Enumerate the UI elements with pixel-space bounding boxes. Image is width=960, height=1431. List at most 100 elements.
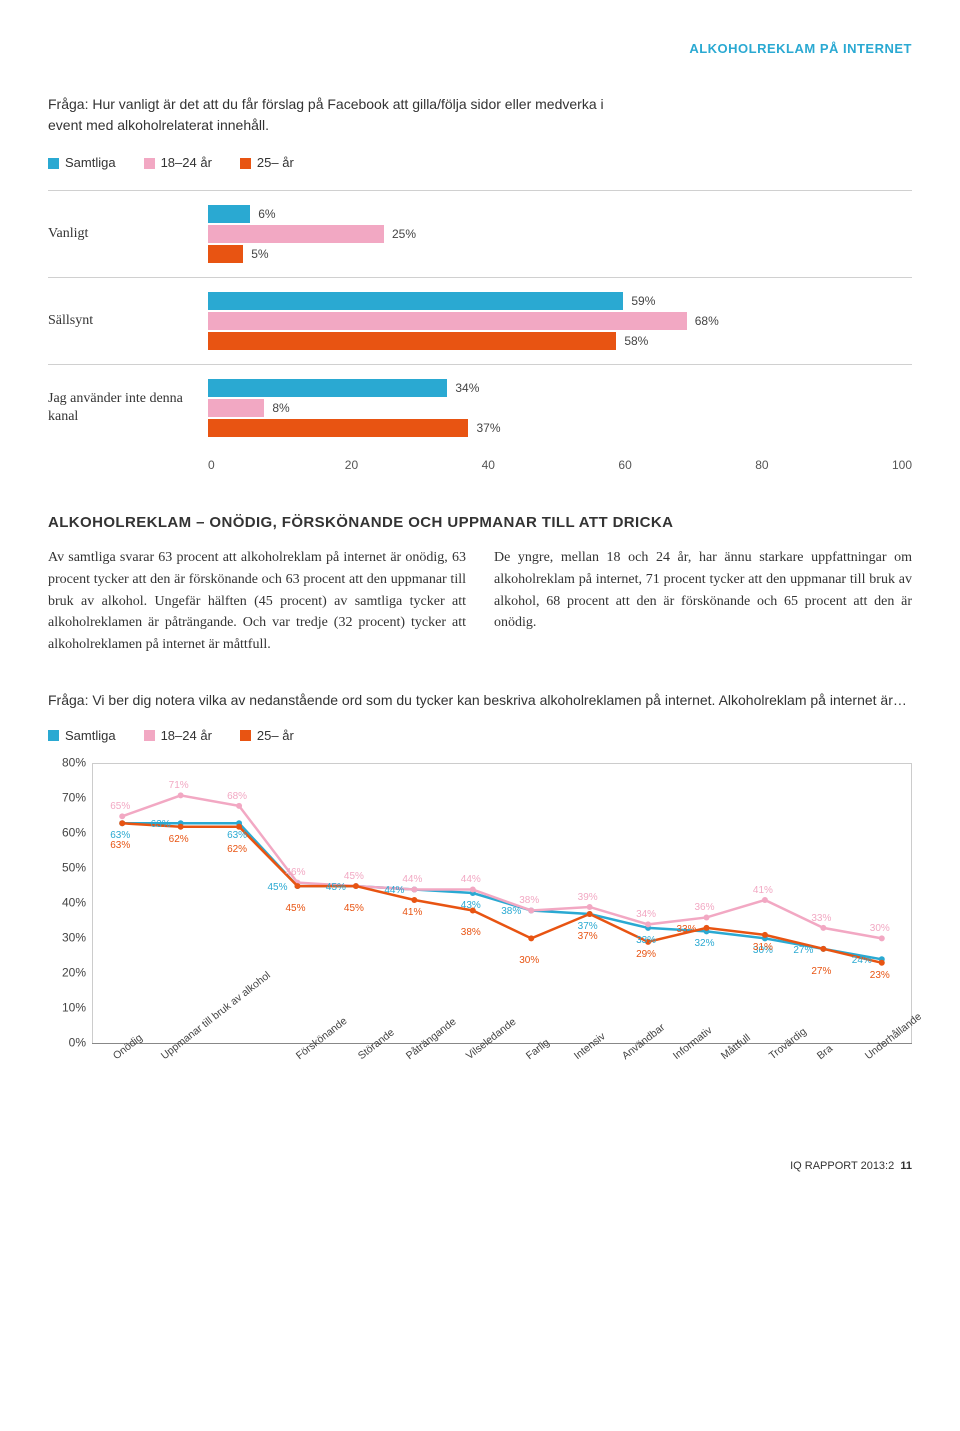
point-label: 29% (636, 948, 656, 962)
bar-row: 25% (208, 225, 912, 243)
point-label: 45% (326, 881, 346, 895)
bar-value: 68% (695, 313, 719, 330)
point-label: 27% (811, 965, 831, 979)
point-label: 33% (636, 934, 656, 948)
bar (208, 332, 616, 350)
y-tick: 20% (62, 964, 86, 981)
bar (208, 312, 687, 330)
bar (208, 419, 468, 437)
legend-swatch (144, 158, 155, 169)
point-label: 32% (695, 937, 715, 951)
point-label: 39% (578, 891, 598, 905)
bar (208, 245, 243, 263)
legend-label: 25– år (257, 154, 294, 172)
bar-row: 37% (208, 419, 912, 437)
legend-item: 18–24 år (144, 727, 212, 745)
bar-value: 58% (624, 333, 648, 350)
bar-row: 6% (208, 205, 912, 223)
bars-container: 34% 8% 37% (208, 377, 912, 439)
legend-item: 18–24 år (144, 154, 212, 172)
legend-label: Samtliga (65, 154, 116, 172)
bars-container: 6% 25% 5% (208, 203, 912, 265)
bar-value: 34% (455, 380, 479, 397)
point-label: 46% (286, 866, 306, 880)
point-label: 44% (384, 884, 404, 898)
section-title: ALKOHOLREKLAM – ONÖDIG, FÖRSKÖNANDE OCH … (48, 512, 912, 533)
bar-row: 59% (208, 292, 912, 310)
point-label: 44% (461, 873, 481, 887)
bar-value: 8% (272, 400, 289, 417)
page-header: ALKOHOLREKLAM PÅ INTERNET (48, 40, 912, 58)
bar-value: 59% (631, 293, 655, 310)
bar-group-label: Jag använder inte denna kanal (48, 390, 208, 426)
bar-group: Jag använder inte denna kanal 34% 8% 37% (48, 364, 912, 451)
point-label: 45% (268, 881, 288, 895)
bar-value: 5% (251, 246, 268, 263)
line-chart: 80%70%60%50%40%30%20%10%0% 63%63%63%45%4… (48, 763, 912, 1123)
point-label: 63% (110, 839, 130, 853)
question-1: Fråga: Hur vanligt är det att du får för… (48, 94, 608, 136)
y-tick: 50% (62, 859, 86, 876)
point-label: 41% (402, 906, 422, 920)
y-tick: 60% (62, 824, 86, 841)
point-label: 37% (578, 930, 598, 944)
point-label: 34% (636, 908, 656, 922)
x-axis: OnödigUppmanar till bruk av alkoholFörsk… (92, 1043, 912, 1123)
point-label: 36% (695, 901, 715, 915)
point-label: 44% (402, 873, 422, 887)
point-label: 63% (227, 829, 247, 843)
axis-tick: 20 (345, 457, 482, 474)
point-label: 62% (227, 843, 247, 857)
legend-label: 18–24 år (161, 154, 212, 172)
legend-label: Samtliga (65, 727, 116, 745)
y-tick: 70% (62, 789, 86, 806)
bar-group-label: Vanligt (48, 225, 208, 243)
y-tick: 40% (62, 894, 86, 911)
legend-label: 25– år (257, 727, 294, 745)
bar-row: 68% (208, 312, 912, 330)
point-label: 45% (344, 870, 364, 884)
bar-row: 34% (208, 379, 912, 397)
legend-swatch (240, 730, 251, 741)
bar (208, 379, 447, 397)
legend-swatch (48, 730, 59, 741)
footer-text: IQ RAPPORT 2013:2 (790, 1160, 894, 1172)
point-label: 38% (461, 926, 481, 940)
point-label: 38% (501, 905, 521, 919)
bar-row: 58% (208, 332, 912, 350)
point-label: 30% (519, 954, 539, 968)
point-label: 38% (519, 894, 539, 908)
legend-swatch (240, 158, 251, 169)
point-label: 23% (870, 969, 890, 983)
bar-value: 6% (258, 206, 275, 223)
axis-tick: 40 (482, 457, 619, 474)
axis-tick: 100 (892, 457, 912, 474)
bar-group: Vanligt 6% 25% 5% (48, 190, 912, 277)
y-tick: 80% (62, 754, 86, 771)
bar-row: 5% (208, 245, 912, 263)
point-label: 33% (811, 912, 831, 926)
point-label: 63% (151, 818, 171, 832)
point-label: 43% (461, 899, 481, 913)
point-label: 31% (753, 941, 773, 955)
legend-2: Samtliga 18–24 år 25– år (48, 727, 912, 745)
point-label: 68% (227, 790, 247, 804)
body-para-1: Av samtliga svarar 63 procent att alkoho… (48, 547, 466, 655)
y-tick: 10% (62, 999, 86, 1016)
bar-group: Sällsynt 59% 68% 58% (48, 277, 912, 364)
axis-tick: 80 (755, 457, 892, 474)
legend-item: Samtliga (48, 154, 116, 172)
point-label: 27% (793, 944, 813, 958)
point-label: 62% (169, 833, 189, 847)
page-footer: IQ RAPPORT 2013:2 11 (48, 1159, 912, 1174)
legend-label: 18–24 år (161, 727, 212, 745)
bar-chart: Vanligt 6% 25% 5% Sällsynt 59% 68% 58% Jag använ… (48, 190, 912, 474)
point-label: 30% (870, 922, 890, 936)
bar (208, 225, 384, 243)
bar (208, 205, 250, 223)
bar-row: 8% (208, 399, 912, 417)
point-label: 65% (110, 800, 130, 814)
legend-1: Samtliga 18–24 år 25– år (48, 154, 912, 172)
body-para-2: De yngre, mellan 18 och 24 år, har ännu … (494, 547, 912, 655)
bar-group-label: Sällsynt (48, 312, 208, 330)
